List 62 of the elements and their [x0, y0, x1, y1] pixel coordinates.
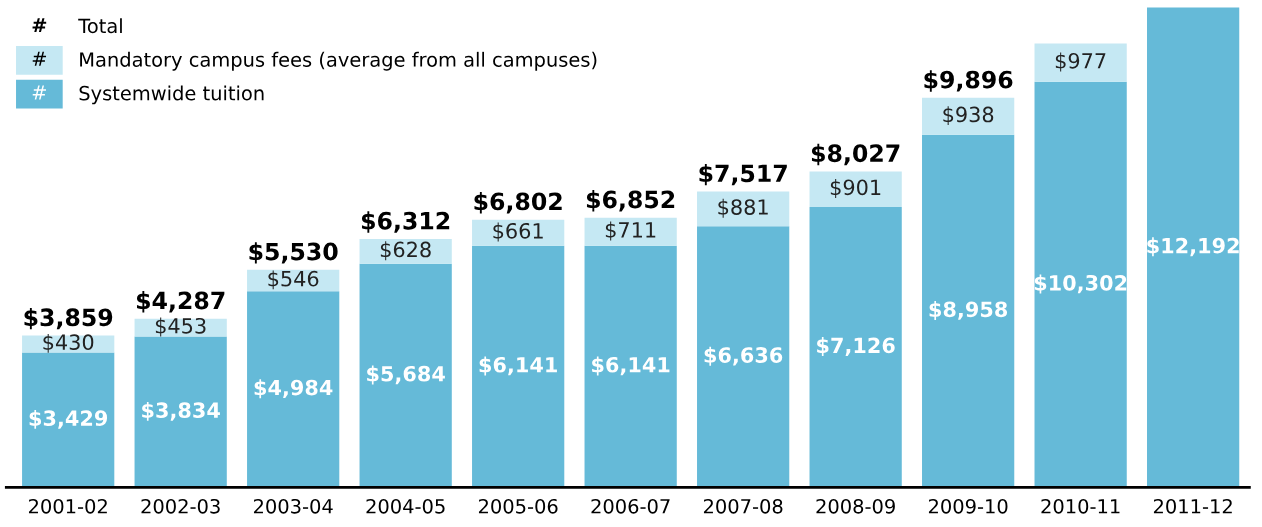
data-label: $7,126 — [817, 337, 895, 356]
data-label: $10,302 — [1034, 274, 1127, 294]
bar — [697, 226, 790, 488]
bar — [359, 263, 452, 488]
bar — [584, 245, 677, 488]
bar — [584, 217, 677, 246]
x-tick-label: 2004-05 — [366, 498, 445, 514]
total-label: $6,852 — [586, 190, 675, 212]
total-label: $7,517 — [699, 163, 787, 186]
x-tick-label: 2009-10 — [928, 498, 1008, 514]
data-label: $8,958 — [929, 301, 1008, 320]
data-label: $453 — [155, 317, 206, 337]
bar — [247, 291, 340, 488]
data-label: $938 — [943, 106, 994, 126]
total-label: $8,027 — [811, 143, 900, 166]
total-label: $4,287 — [136, 291, 225, 313]
data-label: $430 — [43, 333, 94, 353]
x-tick-label: 2007-08 — [703, 498, 783, 514]
data-label: $661 — [493, 222, 543, 242]
bar — [809, 206, 902, 488]
data-label: $881 — [718, 198, 768, 218]
bar — [1034, 81, 1127, 488]
bar — [22, 352, 115, 488]
data-label: $6,141 — [592, 356, 670, 376]
x-tick-label: 2003-04 — [253, 498, 333, 514]
x-tick-label: 2011-12 — [1153, 498, 1232, 514]
x-tick-label: 2010-11 — [1041, 498, 1120, 514]
x-tick-label: 2005-06 — [478, 498, 558, 514]
x-tick-label: 2002-03 — [141, 498, 220, 514]
data-label: $3,834 — [142, 401, 220, 421]
data-label: $4,984 — [254, 379, 333, 399]
x-tick-label: 2008-09 — [816, 498, 895, 514]
total-label: $6,312 — [361, 211, 450, 233]
bar — [472, 245, 565, 488]
annotation: # — [32, 18, 47, 33]
legend-label: Systemwide tuition — [79, 85, 264, 105]
x-tick-label: 2001-02 — [28, 498, 107, 514]
total-label: $3,859 — [24, 307, 113, 330]
total-label: $6,802 — [474, 192, 562, 214]
x-tick-label: 2006-07 — [591, 498, 670, 514]
data-label: $628 — [380, 241, 431, 261]
annotation: # — [32, 85, 47, 100]
data-label: $6,141 — [479, 356, 557, 376]
bar — [922, 134, 1015, 488]
data-label: $546 — [268, 270, 319, 290]
data-label: $901 — [830, 179, 881, 198]
bar — [134, 336, 227, 488]
annotation: Total — [78, 18, 122, 34]
data-label: $12,192 — [1147, 237, 1239, 257]
bar — [1147, 7, 1240, 488]
data-label: $977 — [1055, 52, 1106, 72]
total-label: $5,530 — [249, 242, 338, 264]
data-label: $6,636 — [704, 346, 783, 366]
bar — [1034, 43, 1127, 82]
annotation: # — [32, 51, 47, 66]
data-label: $711 — [605, 221, 656, 241]
bar — [809, 171, 902, 207]
total-label: $9,896 — [924, 70, 1013, 92]
bar — [922, 97, 1015, 135]
legend-label: Mandatory campus fees (average from all campuses) — [80, 51, 597, 71]
data-label: $3,429 — [29, 409, 108, 429]
data-label: $5,684 — [367, 365, 445, 385]
